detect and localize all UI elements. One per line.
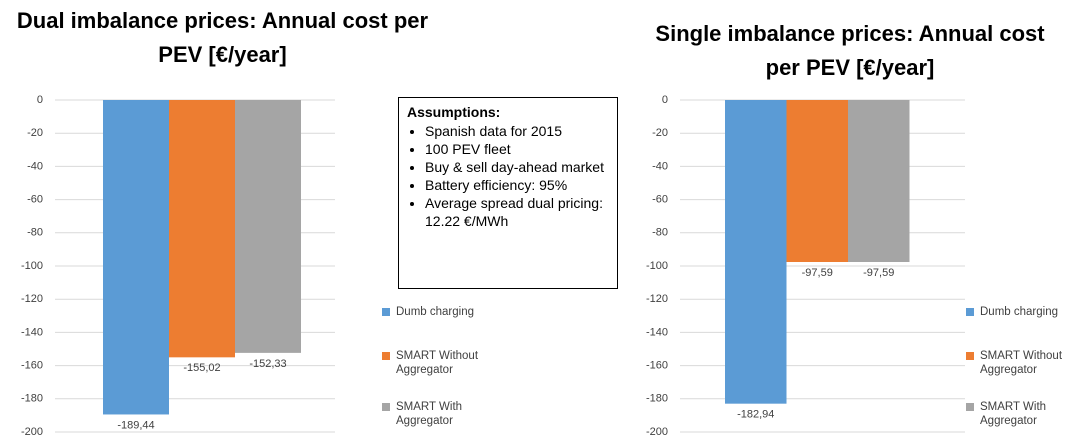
legend-swatch: [966, 308, 974, 316]
y-tick-label: -200: [21, 426, 43, 438]
y-tick-label: -180: [21, 393, 43, 405]
bar: [169, 100, 235, 358]
value-label: -97,59: [863, 267, 894, 279]
assumption-item: Spanish data for 2015: [425, 122, 609, 140]
y-tick-label: -80: [652, 227, 668, 239]
y-tick-label: -200: [646, 426, 668, 438]
bar: [786, 100, 848, 262]
value-label: -152,33: [249, 358, 286, 370]
assumptions-list: Spanish data for 2015100 PEV fleetBuy & …: [407, 122, 609, 230]
y-tick-label: -140: [646, 326, 668, 338]
legend-entry: Dumb charging: [966, 305, 1075, 319]
bar: [235, 100, 301, 353]
legend-swatch: [966, 352, 974, 360]
assumption-item: Buy & sell day-ahead market: [425, 158, 609, 176]
assumption-item: Battery efficiency: 95%: [425, 176, 609, 194]
legend-swatch: [382, 403, 390, 411]
legend-swatch: [382, 308, 390, 316]
y-tick-label: -40: [27, 160, 43, 172]
y-tick-label: -140: [21, 326, 43, 338]
y-tick-label: -160: [21, 360, 43, 372]
y-tick-label: -60: [652, 194, 668, 206]
y-tick-label: -60: [27, 194, 43, 206]
assumptions-box: Assumptions: Spanish data for 2015100 PE…: [398, 97, 618, 289]
assumption-item: Average spread dual pricing: 12.22 €/MWh: [425, 194, 609, 230]
y-tick-label: -40: [652, 160, 668, 172]
y-tick-label: -80: [27, 227, 43, 239]
value-label: -182,94: [737, 409, 774, 421]
y-tick-label: -20: [652, 127, 668, 139]
legend-entry: Dumb charging: [382, 305, 491, 319]
chart-title: Dual imbalance prices: Annual cost per P…: [16, 8, 429, 67]
value-label: -97,59: [802, 267, 833, 279]
bar: [725, 100, 787, 404]
y-tick-label: 0: [37, 94, 43, 106]
legend-entry: SMART Without Aggregator: [966, 349, 1075, 377]
y-tick-label: -20: [27, 127, 43, 139]
value-label: -155,02: [183, 362, 220, 374]
assumption-item: 100 PEV fleet: [425, 140, 609, 158]
bar: [103, 100, 169, 415]
y-tick-label: -120: [21, 293, 43, 305]
chart-title: Single imbalance prices: Annual cost per…: [655, 21, 1045, 80]
y-tick-label: -180: [646, 393, 668, 405]
value-label: -189,44: [117, 419, 154, 431]
y-tick-label: 0: [662, 94, 668, 106]
y-tick-label: -100: [646, 260, 668, 272]
y-tick-label: -120: [646, 293, 668, 305]
y-tick-label: -100: [21, 260, 43, 272]
legend-swatch: [382, 352, 390, 360]
legend-swatch: [966, 403, 974, 411]
bar: [848, 100, 910, 262]
legend-entry: SMART Without Aggregator: [382, 349, 491, 377]
assumptions-title: Assumptions:: [407, 104, 501, 120]
legend-entry: SMART With Aggregator: [382, 400, 491, 428]
y-tick-label: -160: [646, 360, 668, 372]
legend-entry: SMART With Aggregator: [966, 400, 1075, 428]
